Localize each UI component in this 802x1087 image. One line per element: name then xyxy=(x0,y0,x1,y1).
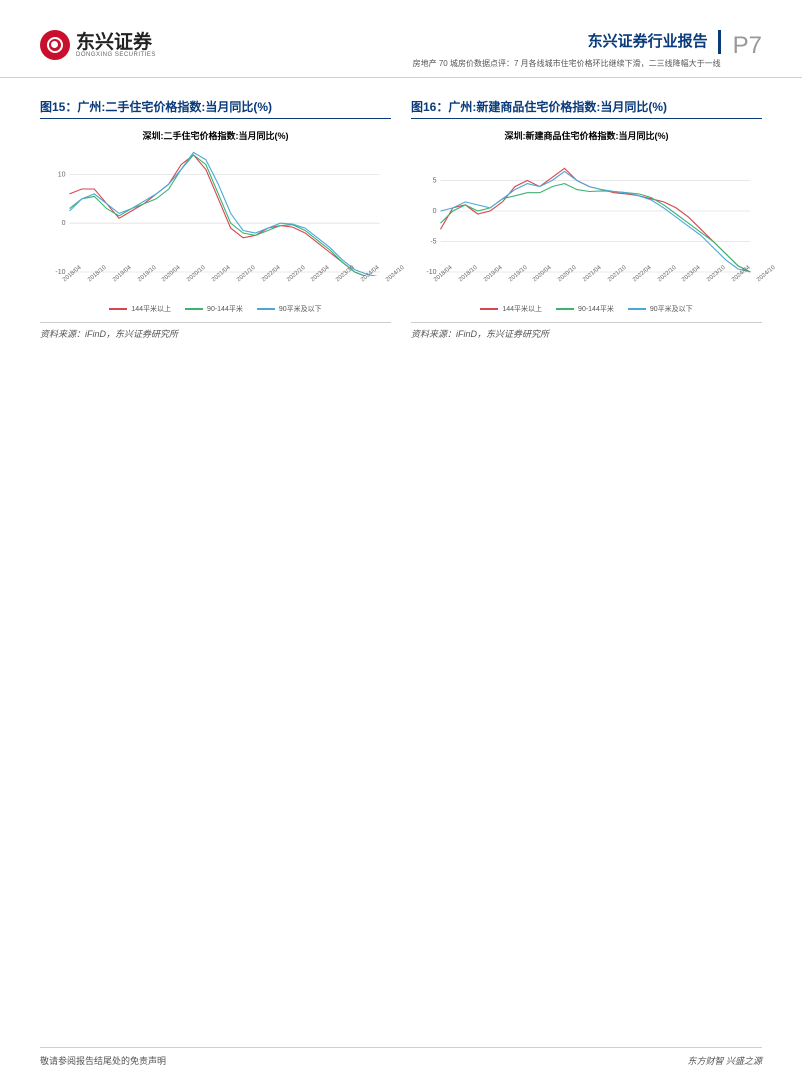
chart-16-svg: -10 -5 0 5 xyxy=(411,146,762,276)
page-header: 东兴证券 DONGXING SECURITIES 东兴证券行业报告 房地产 70… xyxy=(0,0,802,78)
footer-right: 东方财智 兴盛之源 xyxy=(687,1054,762,1067)
chart-15-inner-title: 深圳:二手住宅价格指数:当月同比(%) xyxy=(40,129,391,142)
chart-15-xlabels: 2018/042018/102019/042019/102020/042020/… xyxy=(40,276,391,284)
chart-16: 图16：广州:新建商品住宅价格指数:当月同比(%) 深圳:新建商品住宅价格指数:… xyxy=(411,98,762,340)
logo-icon xyxy=(40,30,70,60)
legend-item: 90-144平米 xyxy=(185,304,243,314)
chart-15-title: 图15：广州:二手住宅价格指数:当月同比(%) xyxy=(40,98,391,119)
svg-text:0: 0 xyxy=(433,208,437,215)
logo-text-cn: 东兴证券 xyxy=(76,33,156,52)
chart-15-source: 资料来源：iFinD，东兴证券研究所 xyxy=(40,322,391,340)
chart-16-legend: 144平米以上 90-144平米 90平米及以下 xyxy=(411,304,762,314)
svg-text:0: 0 xyxy=(62,220,66,227)
page-number: P7 xyxy=(733,30,762,60)
chart-16-source: 资料来源：iFinD，东兴证券研究所 xyxy=(411,322,762,340)
charts-row: 图15：广州:二手住宅价格指数:当月同比(%) 深圳:二手住宅价格指数:当月同比… xyxy=(0,78,802,350)
footer-left: 敬请参阅报告结尾处的免责声明 xyxy=(40,1054,166,1067)
chart-16-xlabels: 2018/042018/102019/042019/102020/042020/… xyxy=(411,276,762,284)
chart-16-inner-title: 深圳:新建商品住宅价格指数:当月同比(%) xyxy=(411,129,762,142)
chart-15: 图15：广州:二手住宅价格指数:当月同比(%) 深圳:二手住宅价格指数:当月同比… xyxy=(40,98,391,340)
svg-text:5: 5 xyxy=(433,178,437,185)
logo-text-en: DONGXING SECURITIES xyxy=(76,52,156,58)
legend-item: 144平米以上 xyxy=(109,304,171,314)
chart-16-title: 图16：广州:新建商品住宅价格指数:当月同比(%) xyxy=(411,98,762,119)
chart-15-svg: -10 0 10 xyxy=(40,146,391,276)
svg-text:-10: -10 xyxy=(426,269,436,276)
svg-text:-5: -5 xyxy=(430,239,436,246)
page-footer: 敬请参阅报告结尾处的免责声明 东方财智 兴盛之源 xyxy=(40,1047,762,1067)
legend-item: 90平米及以下 xyxy=(257,304,322,314)
legend-item: 90-144平米 xyxy=(556,304,614,314)
chart-15-legend: 144平米以上 90-144平米 90平米及以下 xyxy=(40,304,391,314)
svg-text:-10: -10 xyxy=(55,269,65,276)
report-title: 东兴证券行业报告 xyxy=(413,30,721,54)
legend-item: 90平米及以下 xyxy=(628,304,693,314)
legend-item: 144平米以上 xyxy=(480,304,542,314)
svg-text:10: 10 xyxy=(58,172,66,179)
report-subtitle: 房地产 70 城房价数据点评：7 月各线城市住宅价格环比继续下滑，二三线降幅大于… xyxy=(413,58,721,69)
logo-block: 东兴证券 DONGXING SECURITIES xyxy=(40,30,156,60)
header-right: 东兴证券行业报告 房地产 70 城房价数据点评：7 月各线城市住宅价格环比继续下… xyxy=(413,30,762,69)
